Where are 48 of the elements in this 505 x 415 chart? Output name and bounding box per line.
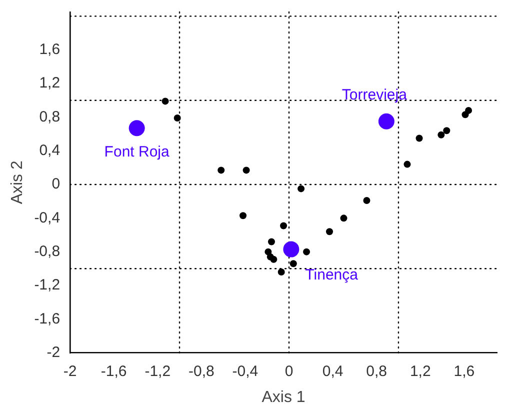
y-tick-label: -1,6 xyxy=(34,310,60,328)
y-tick-label: -0,4 xyxy=(34,209,60,226)
y-tick-label: 1,2 xyxy=(39,74,60,92)
point xyxy=(438,131,445,138)
y-tick-label: 0 xyxy=(52,176,60,193)
point xyxy=(218,166,225,174)
point xyxy=(270,256,278,263)
x-tick-label: 0,8 xyxy=(366,362,388,380)
point xyxy=(340,214,348,222)
point xyxy=(443,127,450,134)
point xyxy=(162,98,169,105)
y-tick-label: 0,4 xyxy=(39,142,60,159)
x-tick-label: 1,6 xyxy=(454,362,475,380)
point xyxy=(465,106,472,114)
x-tick-label: -1,6 xyxy=(100,362,127,380)
x-tick-label: 0,4 xyxy=(322,362,344,380)
point xyxy=(290,260,297,268)
x-tick-label: -2 xyxy=(63,362,77,380)
x-tick-label: -0,4 xyxy=(232,362,258,380)
point xyxy=(174,114,181,122)
x-tick-label: 1,2 xyxy=(410,362,431,380)
annotation: Font Roja xyxy=(104,143,170,160)
x-tick-label: -1,2 xyxy=(144,362,171,380)
point xyxy=(416,134,423,142)
y-tick-label: 1,6 xyxy=(39,41,60,58)
x-tick-label: -0,8 xyxy=(188,362,214,380)
y-tick-label: -2 xyxy=(46,344,60,361)
y-tick-label: -1,2 xyxy=(34,276,60,294)
annotation: Torrevieja xyxy=(342,86,408,104)
annotation: Tinença xyxy=(305,266,359,284)
point xyxy=(283,241,300,258)
x-tick-label: 0 xyxy=(284,362,294,380)
point xyxy=(298,185,305,192)
point xyxy=(242,166,250,174)
point xyxy=(278,268,285,276)
point xyxy=(268,238,275,246)
point xyxy=(404,160,411,168)
y-axis-title: Axis 2 xyxy=(9,160,26,204)
point xyxy=(303,248,310,256)
y-tick-label: -0,8 xyxy=(34,242,60,260)
point xyxy=(326,228,334,236)
point xyxy=(128,120,145,136)
point xyxy=(363,196,370,204)
x-axis-title: Axis 1 xyxy=(262,388,306,406)
point xyxy=(240,212,247,220)
point xyxy=(378,113,394,130)
point xyxy=(280,222,288,230)
y-tick-label: 0,8 xyxy=(39,108,60,126)
